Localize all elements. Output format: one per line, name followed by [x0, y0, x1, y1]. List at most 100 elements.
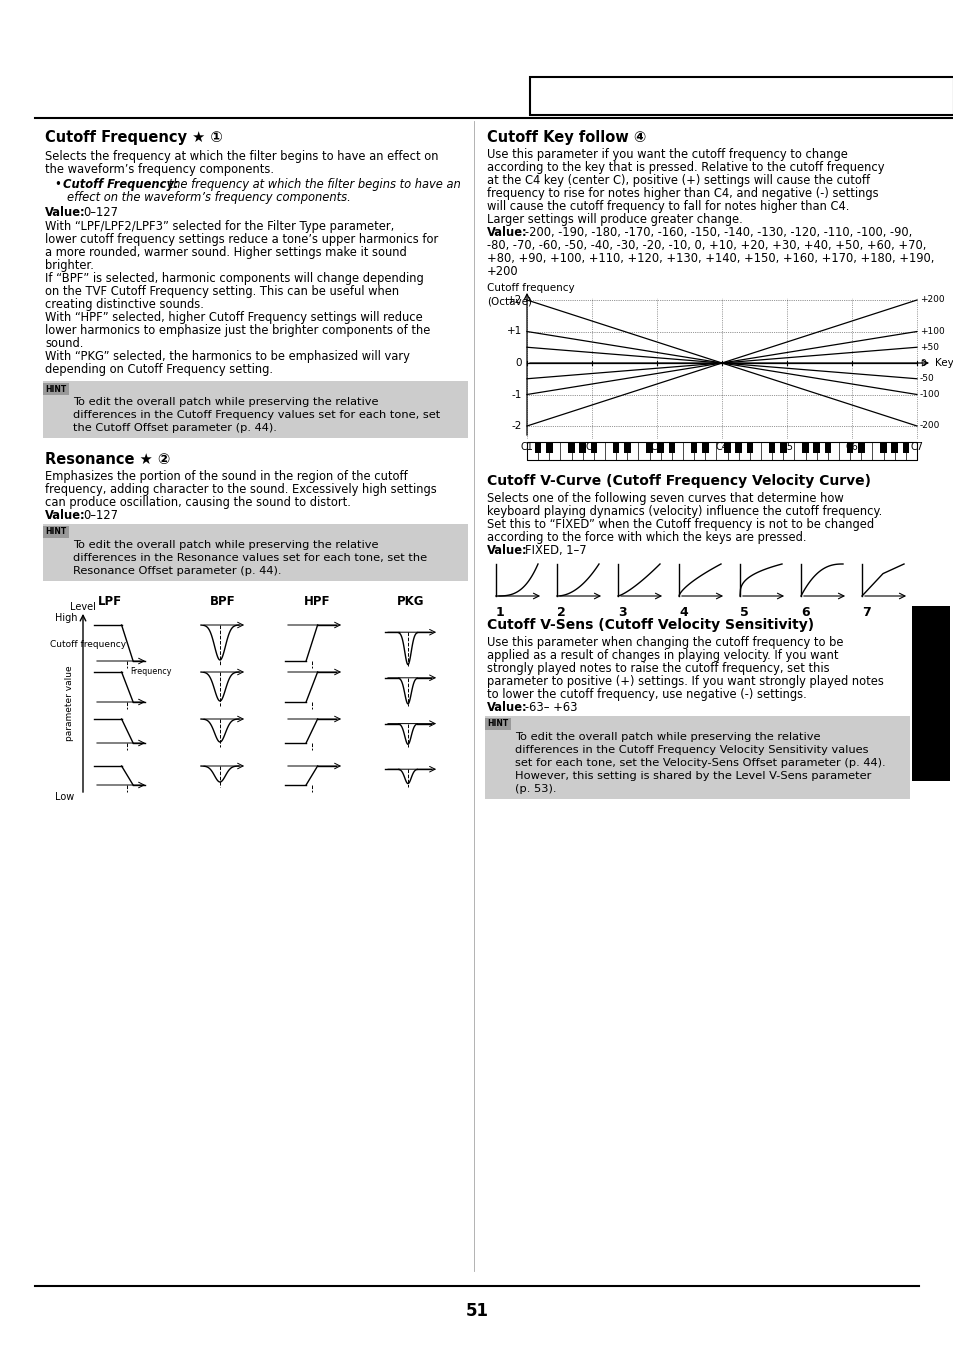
Text: •: • [55, 178, 66, 190]
Text: frequency, adding character to the sound. Excessively high settings: frequency, adding character to the sound… [45, 484, 436, 496]
Text: 3: 3 [618, 607, 626, 619]
Text: FIXED, 1–7: FIXED, 1–7 [524, 544, 586, 557]
Text: depending on Cutoff Frequency setting.: depending on Cutoff Frequency setting. [45, 363, 273, 376]
Text: lower harmonics to emphasize just the brighter components of the: lower harmonics to emphasize just the br… [45, 324, 430, 336]
Text: Use this parameter if you want the cutoff frequency to change: Use this parameter if you want the cutof… [486, 149, 847, 161]
Text: Low: Low [55, 792, 74, 802]
Bar [846, 442, 853, 453]
Text: +2: +2 [506, 295, 521, 305]
Text: Creating a Patch: Creating a Patch [923, 638, 937, 748]
Text: Set this to “FIXED” when the Cutoff frequency is not to be changed: Set this to “FIXED” when the Cutoff freq… [486, 517, 873, 531]
Bar [545, 442, 552, 453]
Text: Frequency: Frequency [130, 667, 172, 676]
Text: LPF: LPF [98, 594, 122, 608]
Text: C3: C3 [650, 442, 662, 453]
Text: +200: +200 [919, 296, 943, 304]
Text: 0–127: 0–127 [83, 205, 118, 219]
Bar [568, 442, 575, 453]
Text: Resonance Offset parameter (p. 44).: Resonance Offset parameter (p. 44). [73, 566, 281, 576]
Text: With “HPF” selected, higher Cutoff Frequency settings will reduce: With “HPF” selected, higher Cutoff Frequ… [45, 311, 422, 324]
Bar [690, 442, 697, 453]
Bar [911, 607, 949, 781]
Text: keyboard playing dynamics (velocity) influence the cutoff frequency.: keyboard playing dynamics (velocity) inf… [486, 505, 882, 517]
Text: differences in the Resonance values set for each tone, set the: differences in the Resonance values set … [73, 553, 427, 563]
Text: Cutoff Frequency ★ ①: Cutoff Frequency ★ ① [45, 130, 222, 145]
Bar [746, 442, 753, 453]
Text: 0: 0 [919, 358, 924, 367]
Text: +1: +1 [506, 327, 521, 336]
Text: Value:: Value: [486, 226, 527, 239]
Bar [801, 442, 808, 453]
Text: the waveform’s frequency components.: the waveform’s frequency components. [45, 163, 274, 176]
Text: Larger settings will produce greater change.: Larger settings will produce greater cha… [486, 213, 742, 226]
Bar [484, 716, 909, 798]
Text: BPF: BPF [210, 594, 235, 608]
Text: HINT: HINT [46, 385, 67, 393]
Bar [890, 442, 897, 453]
Bar [723, 442, 730, 453]
Text: HPF: HPF [303, 594, 330, 608]
Text: If “BPF” is selected, harmonic components will change depending: If “BPF” is selected, harmonic component… [45, 272, 423, 285]
Text: 7: 7 [862, 607, 870, 619]
Text: HINT: HINT [487, 720, 508, 728]
Text: (Octave): (Octave) [486, 296, 532, 305]
Text: -200: -200 [919, 422, 940, 431]
Text: differences in the Cutoff Frequency Velocity Sensitivity values: differences in the Cutoff Frequency Velo… [515, 744, 867, 755]
Text: 5: 5 [740, 607, 748, 619]
Text: Cutoff V-Curve (Cutoff Frequency Velocity Curve): Cutoff V-Curve (Cutoff Frequency Velocit… [486, 474, 870, 488]
Text: +200: +200 [486, 265, 518, 278]
Text: C2: C2 [585, 442, 598, 453]
Bar [43, 381, 468, 438]
Text: C5: C5 [780, 442, 793, 453]
Text: 0: 0 [515, 358, 521, 367]
Text: C6: C6 [844, 442, 858, 453]
Bar [813, 442, 820, 453]
Text: Cutoff frequency: Cutoff frequency [50, 640, 126, 648]
Text: -200, -190, -180, -170, -160, -150, -140, -130, -120, -110, -100, -90,: -200, -190, -180, -170, -160, -150, -140… [524, 226, 911, 239]
Text: -2: -2 [511, 422, 521, 431]
Bar [857, 442, 863, 453]
Text: applied as a result of changes in playing velocity. If you want: applied as a result of changes in playin… [486, 648, 838, 662]
Text: differences in the Cutoff Frequency values set for each tone, set: differences in the Cutoff Frequency valu… [73, 409, 439, 420]
Text: according to the key that is pressed. Relative to the cutoff frequency: according to the key that is pressed. Re… [486, 161, 883, 174]
Bar [43, 524, 468, 581]
Text: C7: C7 [909, 442, 923, 453]
Text: can produce oscillation, causing the sound to distort.: can produce oscillation, causing the sou… [45, 496, 351, 509]
Text: To edit the overall patch while preserving the relative: To edit the overall patch while preservi… [515, 732, 820, 742]
Text: effect on the waveform’s frequency components.: effect on the waveform’s frequency compo… [67, 190, 351, 204]
Bar [701, 442, 708, 453]
Bar [645, 442, 652, 453]
Text: the Cutoff Offset parameter (p. 44).: the Cutoff Offset parameter (p. 44). [73, 423, 276, 434]
Bar [735, 442, 741, 453]
Text: strongly played notes to raise the cutoff frequency, set this: strongly played notes to raise the cutof… [486, 662, 829, 676]
Text: -100: -100 [919, 390, 940, 399]
Text: +80, +90, +100, +110, +120, +130, +140, +150, +160, +170, +180, +190,: +80, +90, +100, +110, +120, +130, +140, … [486, 253, 933, 265]
Bar [526, 442, 916, 459]
Text: HINT: HINT [46, 527, 67, 536]
Text: -80, -70, -60, -50, -40, -30, -20, -10, 0, +10, +20, +30, +40, +50, +60, +70,: -80, -70, -60, -50, -40, -30, -20, -10, … [486, 239, 925, 253]
Text: Cutoff V-Sens (Cutoff Velocity Sensitivity): Cutoff V-Sens (Cutoff Velocity Sensitivi… [486, 617, 813, 632]
Text: 51: 51 [465, 1302, 488, 1320]
Text: parameter to positive (+) settings. If you want strongly played notes: parameter to positive (+) settings. If y… [486, 676, 882, 688]
Text: will cause the cutoff frequency to fall for notes higher than C4.: will cause the cutoff frequency to fall … [486, 200, 848, 213]
Bar [880, 442, 886, 453]
Text: sound.: sound. [45, 336, 83, 350]
Bar [43, 382, 69, 394]
Text: -1: -1 [511, 389, 521, 400]
Text: 2: 2 [557, 607, 565, 619]
Text: frequency to rise for notes higher than C4, and negative (-) settings: frequency to rise for notes higher than … [486, 186, 878, 200]
Text: set for each tone, set the Velocity-Sens Offset parameter (p. 44).: set for each tone, set the Velocity-Sens… [515, 758, 884, 767]
Text: C1: C1 [520, 442, 533, 453]
Text: C4: C4 [715, 442, 728, 453]
Bar [768, 442, 775, 453]
Text: 0–127: 0–127 [83, 509, 118, 521]
Text: -63– +63: -63– +63 [524, 701, 577, 713]
Text: brighter.: brighter. [45, 259, 93, 272]
Text: parameter value: parameter value [66, 665, 74, 740]
Bar [590, 442, 597, 453]
Text: a more rounded, warmer sound. Higher settings make it sound: a more rounded, warmer sound. Higher set… [45, 246, 406, 259]
Text: Value:: Value: [486, 701, 527, 713]
Text: PKG: PKG [396, 594, 424, 608]
Text: Value:: Value: [45, 205, 86, 219]
Text: With “LPF/LPF2/LPF3” selected for the Filter Type parameter,: With “LPF/LPF2/LPF3” selected for the Fi… [45, 220, 394, 232]
